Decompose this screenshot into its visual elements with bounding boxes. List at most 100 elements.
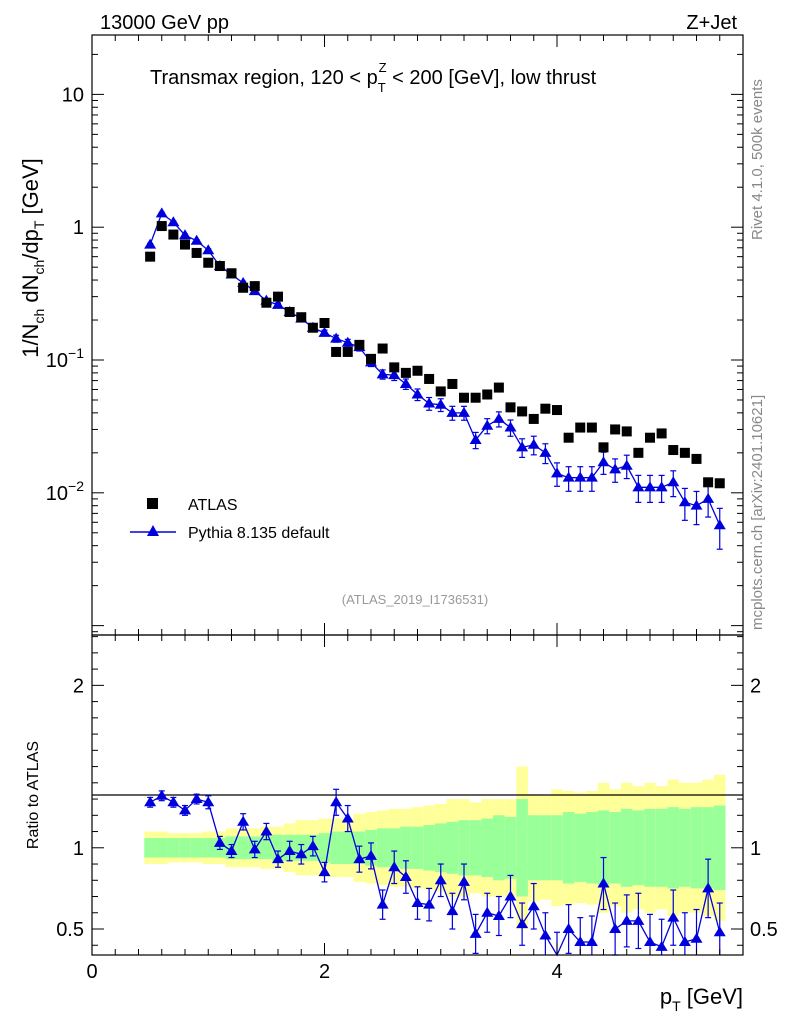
header-right: Z+Jet [686, 12, 737, 34]
atlas-point [156, 221, 167, 232]
ratio-point [620, 914, 633, 925]
atlas-point [679, 447, 690, 458]
x-tick-label: 2 [319, 961, 330, 983]
pythia-point [330, 332, 343, 343]
ratio-point [179, 804, 191, 815]
ratio-band-inner [202, 838, 215, 858]
atlas-point [540, 403, 551, 414]
ratio-band-inner [318, 833, 331, 863]
ratio-band-inner [190, 838, 203, 858]
legend-pythia-label: Pythia 8.135 default [188, 525, 330, 542]
ratio-point [283, 845, 296, 856]
legend: ATLAS Pythia 8.135 default [130, 497, 330, 542]
legend-atlas-marker [147, 498, 158, 509]
ratio-band-inner [655, 808, 668, 887]
atlas-point [691, 453, 702, 464]
ratio-point [481, 906, 494, 917]
ratio-band-inner [446, 821, 459, 874]
pythia-point [667, 476, 680, 487]
pythia-point [516, 441, 529, 452]
atlas-point [366, 353, 376, 364]
atlas-point [610, 424, 621, 435]
mcplots-label: mcplots.cern.ch [arXiv:2401.10621] [749, 395, 766, 630]
axis-ticks [91, 35, 744, 955]
atlas-point [342, 346, 353, 357]
ratio-tick-label-left: 2 [73, 675, 84, 697]
ratio-band-inner [458, 820, 470, 876]
pythia-point [492, 412, 505, 423]
ratio-band-inner [434, 823, 447, 873]
ratio-point [527, 900, 540, 911]
ratio-point [597, 877, 610, 888]
plot-title: Transmax region, 120 < pTZ < 200 [GeV], … [150, 60, 597, 95]
ratio-band-inner [644, 808, 656, 887]
ratio-point [202, 796, 215, 807]
ratio-point [411, 897, 424, 908]
pythia-point [632, 481, 645, 492]
ratio-point [609, 923, 622, 934]
ratio-band-inner [411, 826, 424, 869]
ratio-band-inner [493, 815, 505, 881]
pythia-point [678, 496, 691, 507]
atlas-point [575, 422, 586, 433]
ratio-point [237, 815, 250, 826]
atlas-point [517, 406, 528, 417]
ratio-band-inner [597, 810, 610, 886]
atlas-point [656, 428, 667, 439]
atlas-point [482, 389, 493, 400]
atlas-point [703, 477, 714, 488]
atlas-point [377, 343, 388, 354]
y-axis-label: 1/Nch dNch/dpT [GeV] [18, 158, 47, 358]
ratio-band-inner [469, 820, 482, 876]
pythia-point [655, 481, 668, 492]
ratio-point [376, 898, 389, 909]
ratio-point [365, 849, 377, 860]
ratio-axis-label: Ratio to ATLAS [25, 741, 42, 849]
x-tick-label: 4 [551, 961, 562, 983]
ratio-band-inner [167, 838, 180, 858]
atlas-point [249, 281, 260, 292]
ratio-point [562, 923, 575, 934]
atlas-point [645, 432, 655, 443]
atlas-point [168, 229, 179, 240]
pythia-point [202, 244, 215, 255]
ratio-point [690, 932, 703, 943]
atlas-point [203, 257, 214, 268]
atlas-point [493, 382, 504, 393]
pythia-point [597, 456, 610, 467]
pythia-point [423, 397, 436, 408]
ratio-point [585, 936, 598, 947]
atlas-point [273, 291, 283, 302]
atlas-point [261, 297, 272, 308]
atlas-point [528, 413, 539, 424]
ratio-point [399, 871, 412, 882]
ratio-band-inner [632, 810, 645, 886]
ratio-band-inner [272, 834, 284, 861]
ratio-band-inner [376, 828, 389, 868]
pythia-point [155, 207, 168, 218]
ratio-band-inner [620, 808, 633, 887]
ratio-point [388, 861, 401, 872]
legend-pythia-marker [147, 525, 159, 536]
atlas-point [505, 402, 516, 413]
ratio-band-inner [400, 826, 412, 869]
ratio-point [423, 898, 436, 909]
atlas-point [307, 322, 318, 333]
ratio-tick-label-left: 1 [73, 838, 84, 860]
pythia-point [539, 446, 552, 457]
atlas-point [226, 268, 237, 279]
atlas-point [633, 447, 644, 458]
atlas-point [552, 405, 562, 416]
pythia-point [399, 377, 412, 388]
pythia-point [644, 481, 656, 492]
atlas-point [459, 392, 469, 403]
ratio-tick-label-right: 0.5 [750, 919, 778, 941]
ratio-band-inner [330, 831, 342, 865]
ratio-band-inner [690, 807, 703, 889]
ratio-point [330, 796, 343, 807]
atlas-point [191, 247, 202, 258]
ratio-point [353, 853, 366, 864]
ratio-band-inner [423, 825, 435, 871]
pythia-point [144, 238, 157, 249]
